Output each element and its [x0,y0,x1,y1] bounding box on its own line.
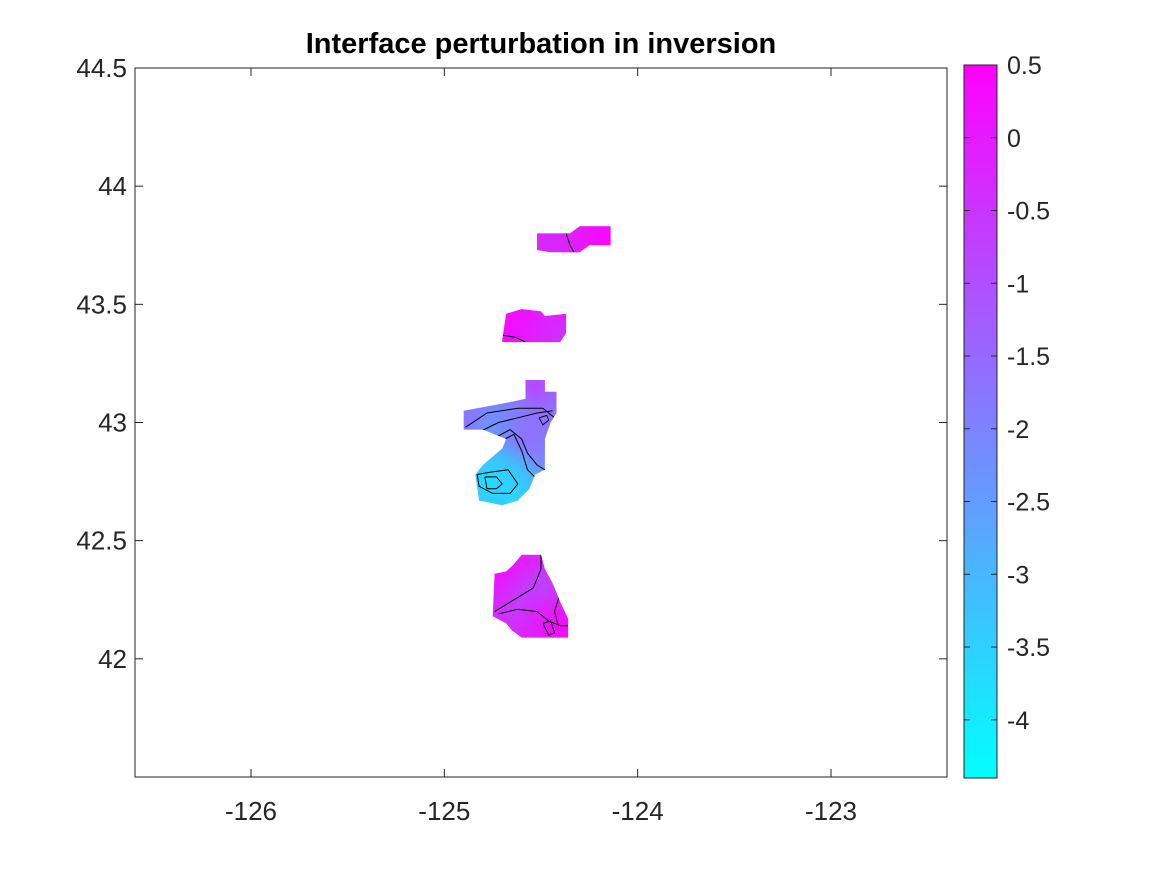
patch-value-blob [508,580,569,638]
patch-value-blob [512,309,567,343]
colorbar-tick-label: -3 [1007,561,1029,589]
colorbar-tick-label: 0 [1007,125,1021,153]
y-axis: 42 42.5 43 43.5 44 44.5 [76,53,947,674]
colorbar-tick-label: -0.5 [1007,198,1050,226]
contour-line [484,476,503,490]
patch-1 [537,226,611,253]
contour-line [538,414,550,426]
colorbar-tick-label: -1.5 [1007,343,1050,371]
patch-3 [463,380,557,506]
y-tick-label: 43.5 [76,289,127,319]
patch-2 [502,309,567,343]
x-tick-label: -123 [805,796,857,826]
colorbar: 0.5 0 -0.5 -1 -1.5 -2 -2.5 -3 -3.5 -4 [963,52,1050,779]
contour-line [542,620,555,636]
contour-line [478,410,553,433]
x-tick-label: -126 [225,796,277,826]
y-tick-label: 42 [98,644,127,674]
contour-line [502,334,526,343]
y-tick-label: 42.5 [76,526,127,556]
x-tick-label: -125 [418,796,470,826]
colorbar-tick-label: -4 [1007,707,1029,735]
y-tick-label: 44 [98,171,127,201]
patch-value-blob [562,226,611,253]
contour-line [554,592,561,626]
colorbar-tick-label: -2.5 [1007,489,1050,517]
colorbar-tick-label: 0.5 [1007,52,1042,80]
contour-line [498,608,569,627]
contour-line [476,469,519,494]
contour-line [494,554,542,613]
colorbar-gradient [963,64,998,779]
patch-4 [492,554,569,638]
data-patches [463,226,611,638]
chart-title: Interface perturbation in inversion [306,28,777,60]
y-tick-label: 44.5 [76,53,127,83]
colorbar-tick-label: -1 [1007,270,1029,298]
contour-line [565,233,575,253]
colorbar-tick-label: -3.5 [1007,634,1050,662]
colorbar-tick-label: -2 [1007,416,1029,444]
x-axis: -126 -125 -124 -123 [225,68,857,826]
x-tick-label: -124 [612,796,664,826]
contour-line [492,429,546,471]
contour-line [500,433,538,480]
y-tick-label: 43 [98,408,127,438]
